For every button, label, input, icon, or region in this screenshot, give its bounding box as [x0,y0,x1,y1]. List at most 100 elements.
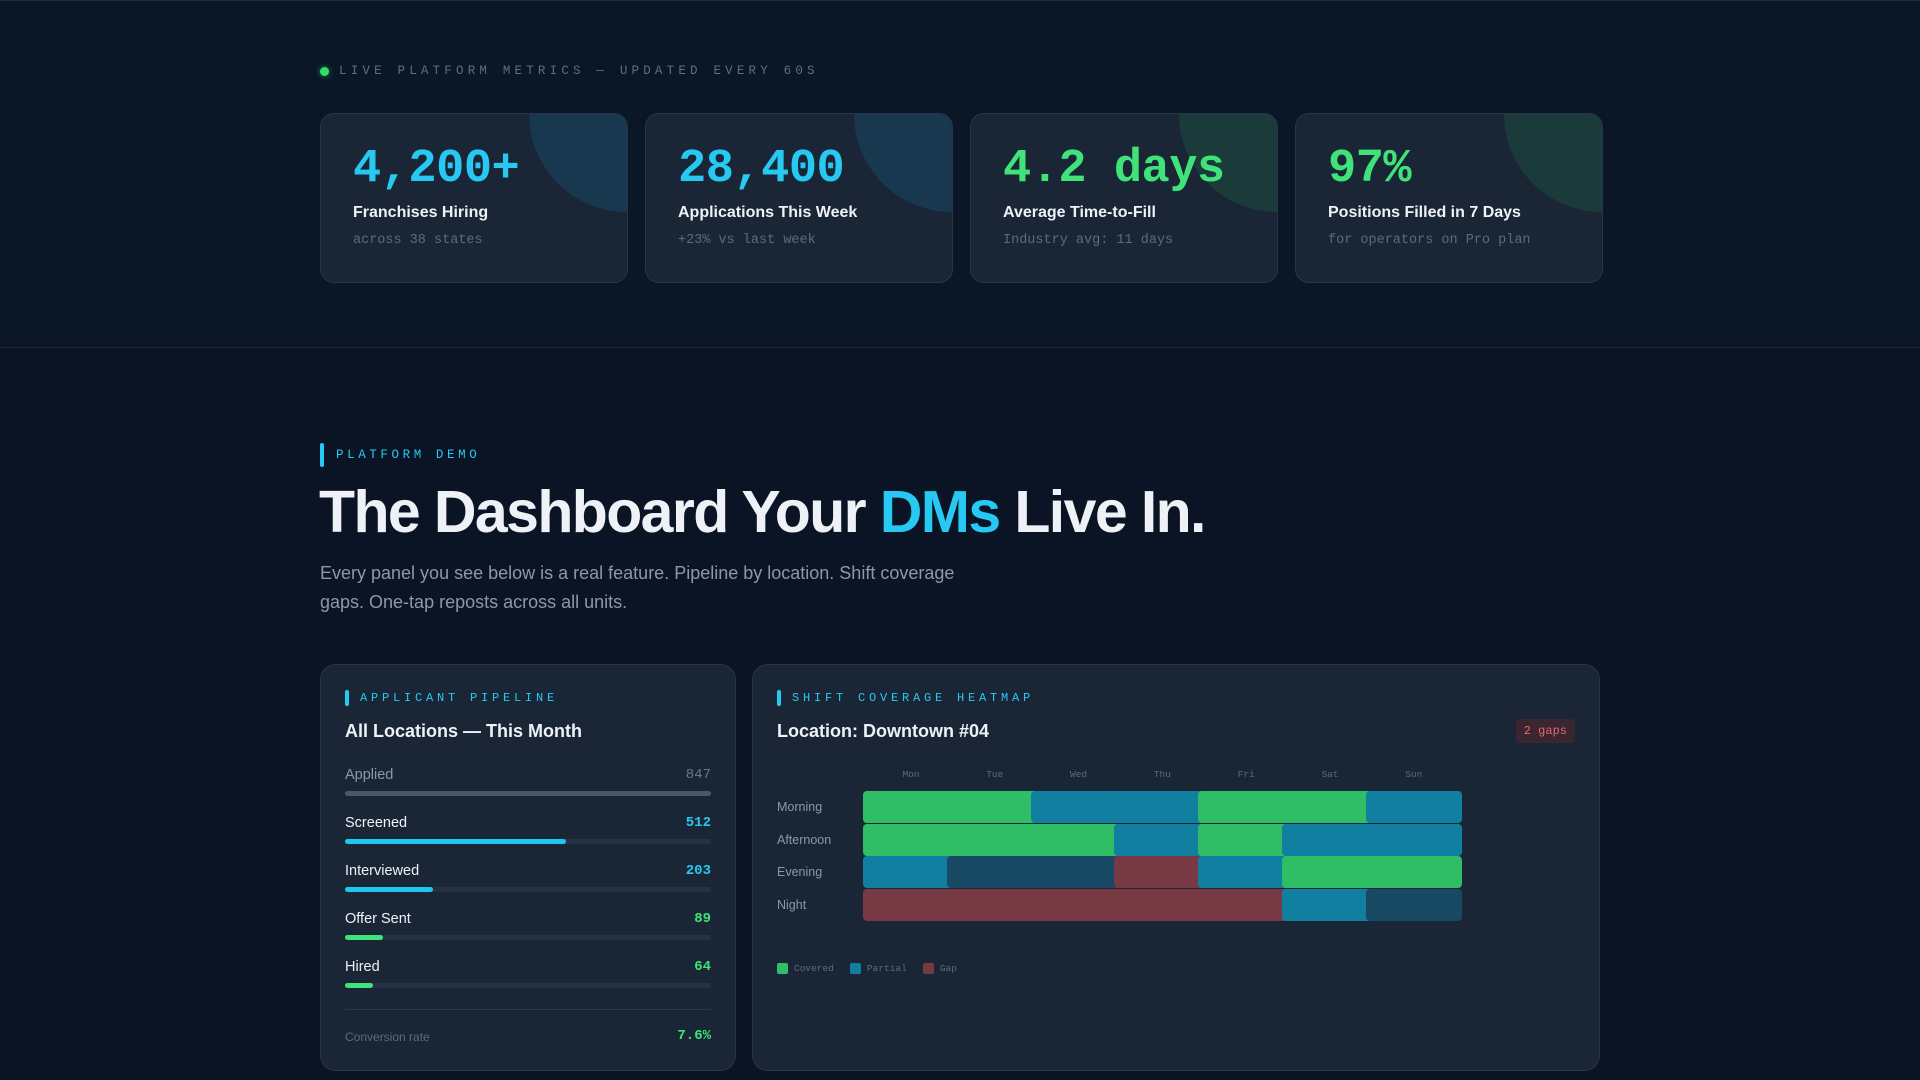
shift-label-afternoon: Afternoon [777,832,832,847]
heatmap-cell-morning-wed[interactable] [1030,791,1127,823]
stage-label: Offer Sent [345,911,411,927]
live-indicator-icon [320,66,329,76]
stage-count: 203 [685,863,711,879]
pipeline-stage-screened: Screened 512 [345,815,711,863]
stage-count: 847 [685,767,711,783]
stage-progress-fill [345,935,384,940]
applicant-pipeline-panel: APPLICANT PIPELINE All Locations — This … [320,664,736,1071]
legend-item-covered: Covered [777,963,834,974]
heatmap-cell-evening-thu[interactable] [1114,856,1211,889]
heatmap-cell-evening-mon[interactable] [863,856,959,889]
pipeline-stage-applied: Applied 847 [345,767,711,815]
heatmap-cell-afternoon-thu[interactable] [1114,823,1211,856]
pipeline-stage-offer-sent: Offer Sent 89 [345,911,711,959]
stat-cards: 4,200+ Franchises Hiring across 38 state… [320,113,1603,283]
stat-card-applications: 28,400 Applications This Week +23% vs la… [645,113,953,283]
panel-eyebrow: SHIFT COVERAGE HEATMAP [777,690,1034,706]
day-label-tue: Tue [986,769,1004,780]
stage-progress-track [345,839,711,844]
heatmap-cell-afternoon-tue[interactable] [946,823,1043,856]
shift-label-night: Night [777,897,807,912]
heatmap-cell-evening-sat[interactable] [1282,856,1378,889]
heatmap-cell-night-wed[interactable] [1030,888,1127,921]
heatmap-cell-afternoon-fri[interactable] [1198,823,1295,856]
heatmap-cell-night-sat[interactable] [1282,888,1378,921]
eyebrow-text: PLATFORM DEMO [336,448,481,462]
page-title: The Dashboard Your DMs Live In. [319,478,1206,546]
stage-progress-track [345,887,711,892]
stat-value: 28,400 [678,143,845,196]
panel-title: Location: Downtown #04 [777,721,990,741]
stat-subtext: for operators on Pro plan [1328,233,1531,248]
heatmap-cell-morning-sat[interactable] [1282,791,1378,823]
legend-swatch [777,963,788,974]
conversion-rate-label: Conversion rate [345,1030,430,1044]
stage-label: Applied [345,767,394,783]
headline-post: Live In. [999,479,1206,545]
heatmap-cell-night-mon[interactable] [863,888,959,921]
stage-label: Screened [345,815,408,831]
day-label-fri: Fri [1237,769,1255,780]
stat-label: Average Time-to-Fill [1003,204,1156,221]
stat-label: Positions Filled in 7 Days [1328,204,1521,221]
heatmap-cell-evening-fri[interactable] [1198,856,1295,889]
heatmap-cell-night-tue[interactable] [946,888,1043,921]
stat-subtext: Industry avg: 11 days [1003,233,1174,248]
pipeline-stage-hired: Hired 64 [345,959,711,1007]
conversion-rate-value: 7.6% [677,1028,711,1044]
legend-swatch [922,963,934,974]
stage-label: Hired [345,959,380,975]
heatmap-cell-evening-wed[interactable] [1030,856,1127,889]
gaps-badge[interactable]: 2 gaps [1515,719,1575,743]
panel-eyebrow-text: APPLICANT PIPELINE [360,691,559,705]
heatmap-cell-evening-tue[interactable] [946,856,1043,889]
legend-label: Partial [866,963,907,974]
heatmap-cell-night-thu[interactable] [1114,888,1211,921]
pipeline-funnel: Applied 847 Screened 512 Interviewed 203… [345,767,711,1007]
shift-label-morning: Morning [777,800,823,814]
stage-progress-track [345,983,711,988]
stat-value: 4,200+ [353,143,520,196]
panel-eyebrow: APPLICANT PIPELINE [345,690,558,706]
stage-progress-track [345,935,711,940]
day-label-mon: Mon [902,769,920,780]
heatmap-cell-night-sun[interactable] [1365,888,1462,921]
heatmap-cell-morning-thu[interactable] [1114,791,1211,823]
heatmap-cell-morning-fri[interactable] [1198,791,1295,823]
heatmap-cell-afternoon-sun[interactable] [1365,823,1462,856]
heatmap-cell-morning-sun[interactable] [1365,791,1462,823]
heatmap-cell-morning-tue[interactable] [946,791,1043,823]
pipeline-stage-interviewed: Interviewed 203 [345,863,711,911]
eyebrow-bar [777,690,781,706]
top-divider [0,0,1920,1]
heatmap-cell-night-fri[interactable] [1198,888,1295,921]
stage-progress-fill [345,887,433,892]
panel-title: All Locations — This Month [345,721,582,741]
stat-subtext: across 38 states [353,233,483,248]
stage-count: 512 [685,815,711,831]
stat-value: 97% [1328,143,1412,196]
day-label-wed: Wed [1070,769,1088,780]
eyebrow-bar [320,443,324,467]
heatmap-cell-afternoon-sat[interactable] [1282,823,1378,856]
stage-label: Interviewed [345,863,420,879]
live-status-text: LIVE PLATFORM METRICS — UPDATED EVERY 60… [339,64,819,78]
heatmap-cell-afternoon-wed[interactable] [1030,823,1127,856]
heatmap-cell-afternoon-mon[interactable] [863,823,959,856]
stat-card-time-to-fill: 4.2 days Average Time-to-Fill Industry a… [970,113,1278,283]
stat-label: Applications This Week [678,204,858,221]
day-label-thu: Thu [1153,769,1171,780]
panel-divider [345,1009,711,1010]
legend-swatch [849,963,861,974]
stat-subtext: +23% vs last week [678,233,816,248]
day-label-sat: Sat [1321,769,1339,780]
stage-progress-fill [345,839,567,844]
shift-label-evening: Evening [777,865,823,880]
heatmap-legend: Covered Partial Gap [777,963,973,974]
legend-item-gap: Gap [922,963,957,974]
stage-progress-fill [345,983,373,988]
heatmap-cell-morning-mon[interactable] [863,791,959,823]
heatmap-cell-evening-sun[interactable] [1365,856,1462,889]
stat-label: Franchises Hiring [353,204,489,221]
stage-count: 89 [694,911,711,927]
